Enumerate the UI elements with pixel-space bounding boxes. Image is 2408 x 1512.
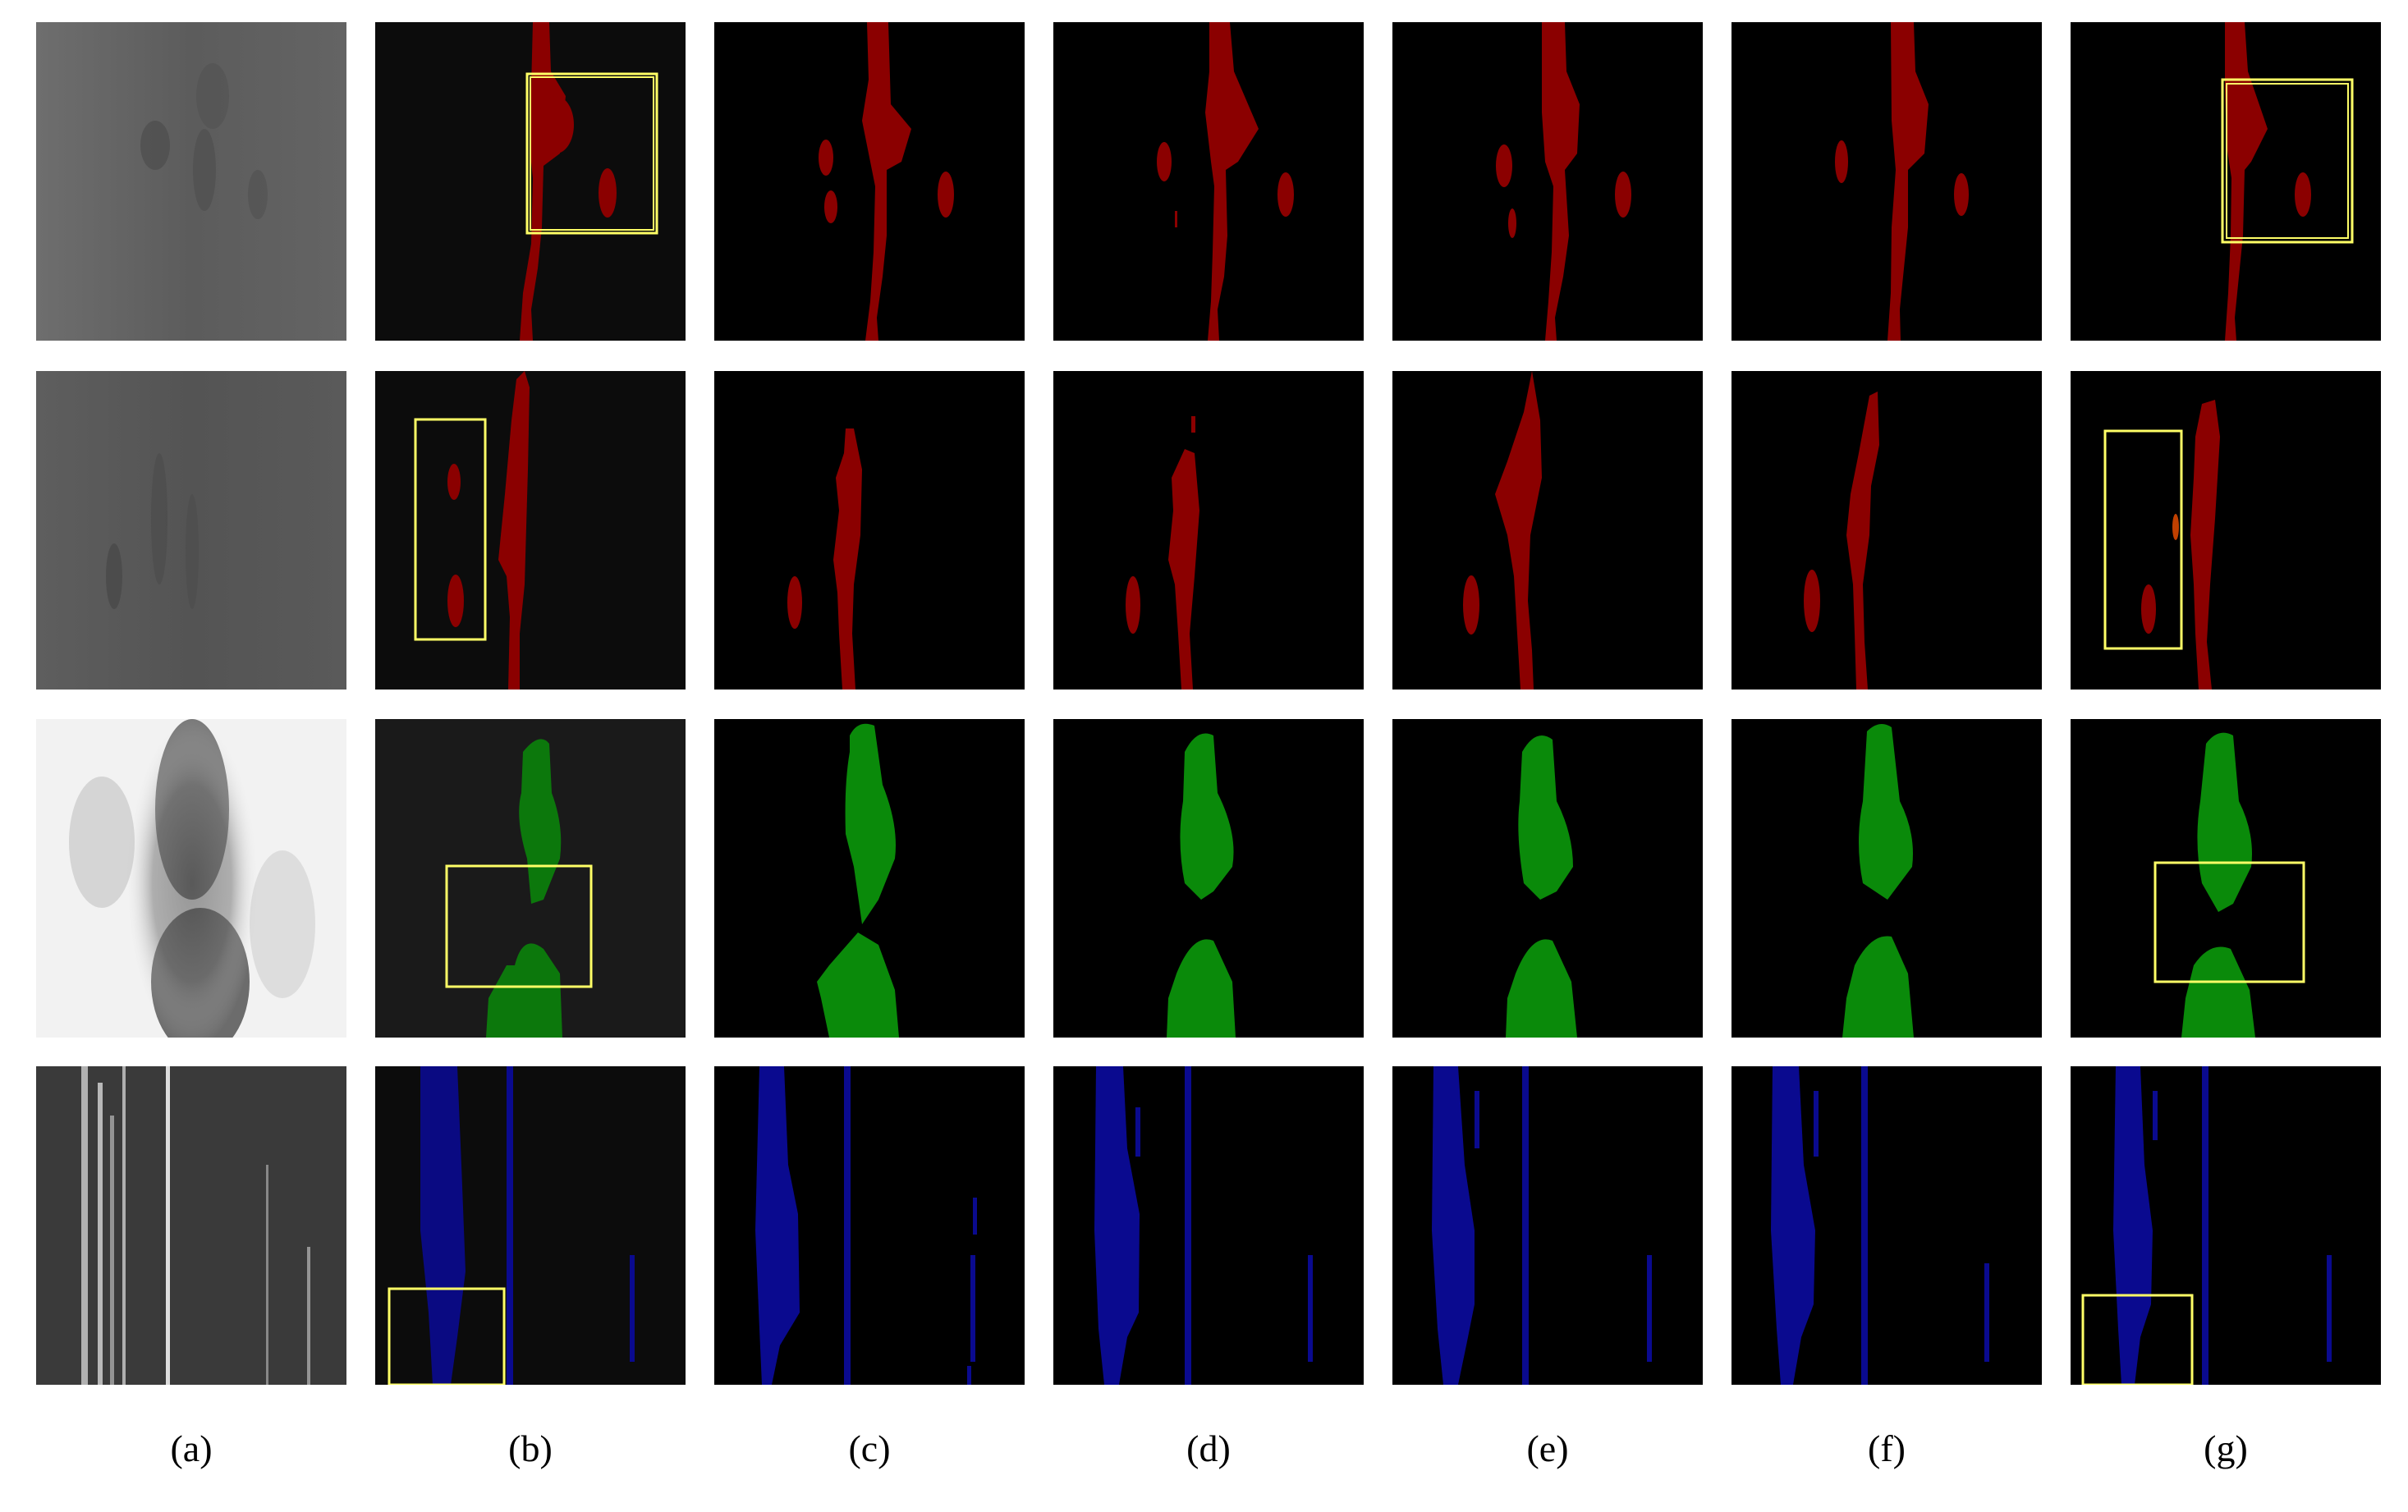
panel-row3-method-e [1392, 719, 1703, 1038]
panel-row3-method-g [2071, 719, 2381, 1038]
highlight-box [2153, 861, 2305, 983]
highlight-box [2103, 429, 2183, 650]
panel-row3-method-c [714, 719, 1025, 1038]
panel-row4-method-g [2071, 1066, 2381, 1385]
panel-row1-input-image [36, 22, 346, 341]
panel-row1-method-f [1731, 22, 2042, 341]
panel-row2-method-e [1392, 371, 1703, 690]
panel-row1-method-e [1392, 22, 1703, 341]
column-label-c: (c) [848, 1427, 891, 1469]
panel-row2-method-g [2071, 371, 2381, 690]
highlight-box [445, 864, 593, 988]
highlight-box [2081, 1294, 2194, 1385]
panel-row3-method-d [1053, 719, 1364, 1038]
panel-row3-input-image [36, 719, 346, 1038]
panel-row4-ground-truth-overlay [375, 1066, 686, 1385]
panel-row2-method-c [714, 371, 1025, 690]
column-label-a: (a) [170, 1427, 213, 1469]
panel-row3-ground-truth-overlay [375, 719, 686, 1038]
panel-row2-input-image [36, 371, 346, 690]
column-label-b: (b) [508, 1427, 553, 1469]
panel-row2-ground-truth-overlay [375, 371, 686, 690]
column-label-f: (f) [1868, 1427, 1906, 1469]
panel-row1-ground-truth-overlay [375, 22, 686, 341]
highlight-box [525, 72, 658, 235]
panel-row1-method-g [2071, 22, 2381, 341]
panel-row1-method-d [1053, 22, 1364, 341]
panel-row2-method-f [1731, 371, 2042, 690]
panel-row1-method-c [714, 22, 1025, 341]
panel-row4-method-d [1053, 1066, 1364, 1385]
column-label-e: (e) [1526, 1427, 1569, 1469]
panel-row2-method-d [1053, 371, 1364, 690]
panel-row4-method-f [1731, 1066, 2042, 1385]
highlight-box [388, 1287, 506, 1385]
highlight-box [414, 418, 487, 641]
column-label-g: (g) [2204, 1427, 2248, 1469]
panel-row4-method-c [714, 1066, 1025, 1385]
column-label-d: (d) [1186, 1427, 1231, 1469]
highlight-box [2221, 78, 2354, 244]
panel-row4-method-e [1392, 1066, 1703, 1385]
panel-row3-method-f [1731, 719, 2042, 1038]
panel-row4-input-image [36, 1066, 346, 1385]
